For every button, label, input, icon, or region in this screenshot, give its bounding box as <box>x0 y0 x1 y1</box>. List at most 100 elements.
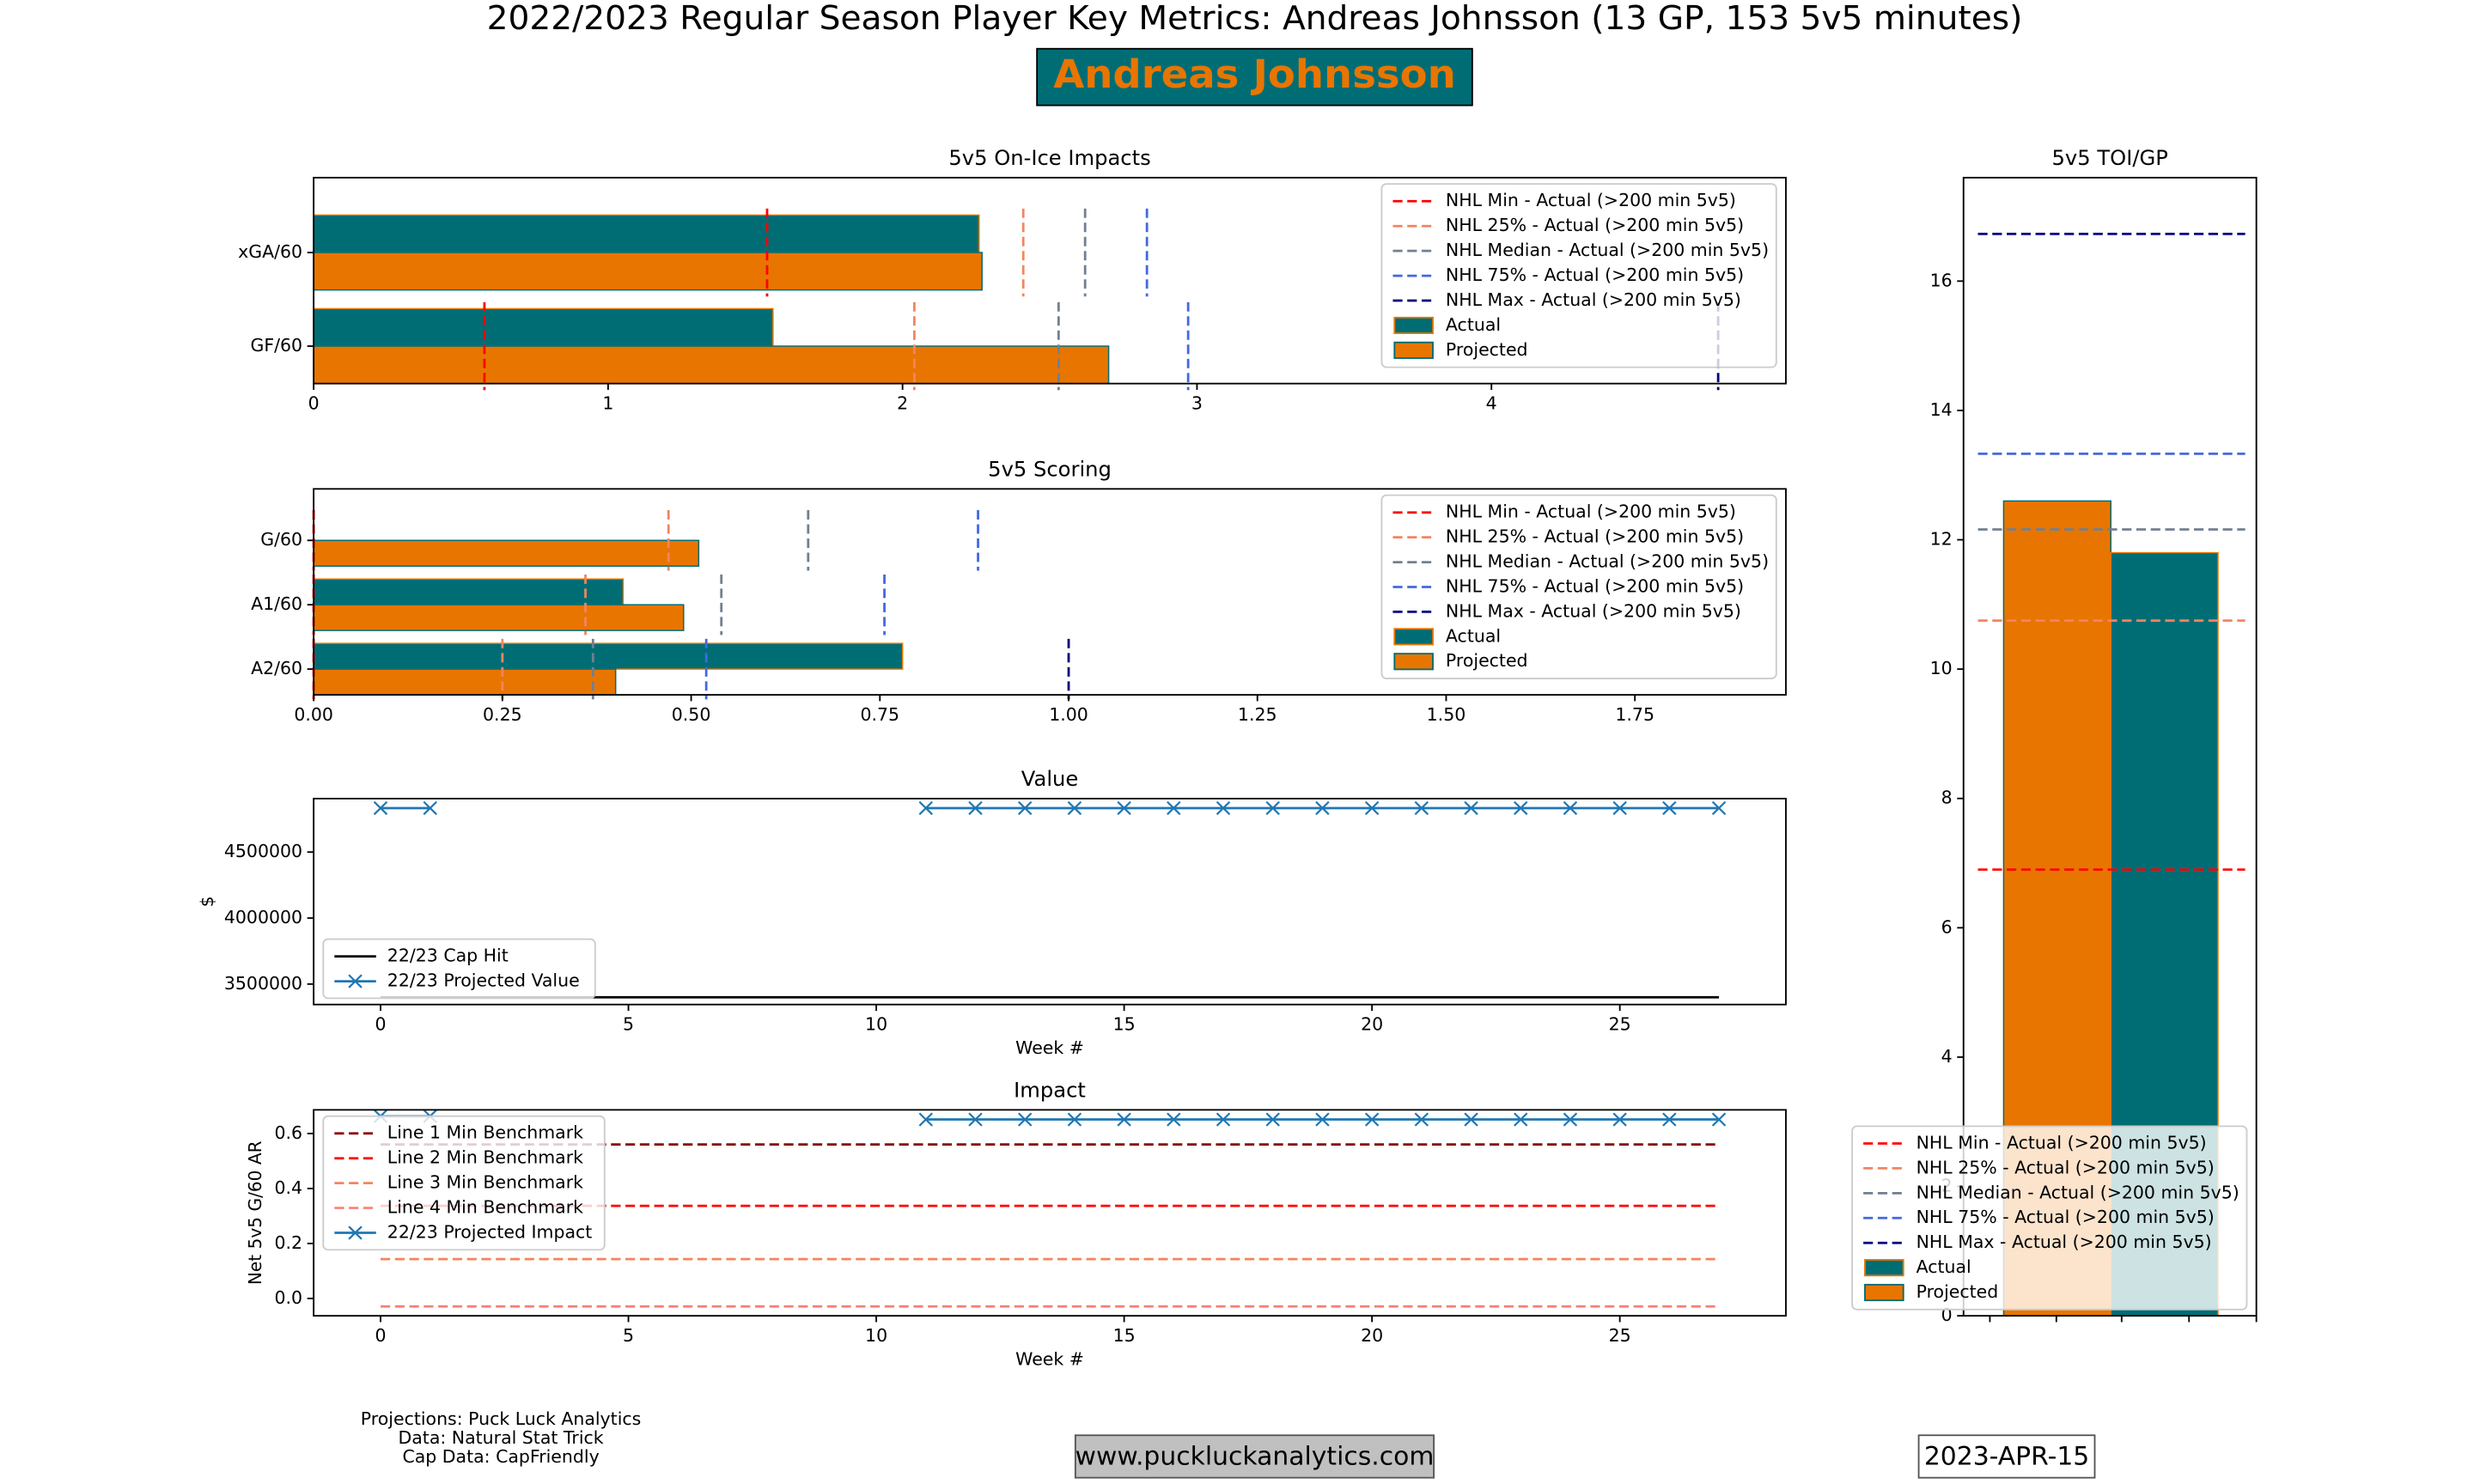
legend-label: NHL 25% - Actual (>200 min 5v5) <box>1916 1158 2215 1178</box>
legend-box <box>1851 1125 2248 1311</box>
marker <box>1017 1112 1033 1127</box>
axes-frame <box>1962 176 2258 1317</box>
legend-label: 22/23 Cap Hit <box>387 946 509 966</box>
x-tick-label: 0 <box>375 1014 387 1035</box>
y-tick-label: 4000000 <box>224 907 302 928</box>
legend-label: Line 2 Min Benchmark <box>387 1147 583 1168</box>
legend-box <box>322 1115 606 1251</box>
x-tick-label: 1.75 <box>1615 704 1654 725</box>
marker <box>1612 800 1627 816</box>
legend-marker <box>348 1226 363 1240</box>
legend-label: NHL 75% - Actual (>200 min 5v5) <box>1446 576 1744 597</box>
marker <box>1464 1112 1478 1127</box>
marker <box>1117 800 1131 816</box>
legend-swatch <box>1393 316 1434 334</box>
y-tick-label: 0.4 <box>275 1177 303 1198</box>
y-tick-label: 3500000 <box>224 973 302 994</box>
legend-label: NHL Max - Actual (>200 min 5v5) <box>1446 601 1741 622</box>
marker <box>423 800 437 816</box>
date-box <box>1917 1434 2096 1479</box>
legend-swatch <box>1864 1283 1904 1302</box>
legend-label: NHL Min - Actual (>200 min 5v5) <box>1916 1133 2207 1153</box>
y-tick-label: 0.0 <box>275 1287 303 1308</box>
chart-title: Impact <box>1014 1079 1086 1103</box>
legend-box <box>322 938 596 1000</box>
credit: Data: Natural Stat Trick <box>399 1427 604 1448</box>
player-name: Andreas Johnsson <box>1053 51 1456 97</box>
marker <box>1563 800 1578 816</box>
marker <box>1117 1112 1131 1127</box>
bar <box>313 642 904 670</box>
bar <box>313 252 983 291</box>
website-box <box>1074 1434 1435 1479</box>
x-tick-label: 1 <box>602 393 613 414</box>
y-axis-label: $ <box>197 896 217 907</box>
x-tick-label: 3 <box>1191 393 1203 414</box>
marker <box>373 800 388 816</box>
name-box <box>1036 47 1473 106</box>
legend-swatch <box>1393 628 1434 646</box>
marker <box>1711 1112 1727 1127</box>
x-tick-label: 25 <box>1609 1014 1631 1035</box>
chart-title: 5v5 On-Ice Impacts <box>948 146 1150 170</box>
marker <box>1563 1112 1578 1127</box>
legend-label: NHL Min - Actual (>200 min 5v5) <box>1446 502 1736 522</box>
marker <box>1662 800 1677 816</box>
marker <box>968 1112 983 1127</box>
y-tick-label: 10 <box>1930 658 1953 678</box>
x-tick-label: 10 <box>865 1014 887 1035</box>
legend-label: NHL 75% - Actual (>200 min 5v5) <box>1446 265 1744 285</box>
marker <box>1514 1112 1528 1127</box>
y-tick-label: 6 <box>1941 916 1953 937</box>
legend-label: NHL 25% - Actual (>200 min 5v5) <box>1446 526 1744 547</box>
bar <box>313 307 774 347</box>
figure-title: 2022/2023 Regular Season Player Key Metr… <box>487 0 2023 38</box>
marker <box>1167 1112 1181 1127</box>
marker <box>1315 1112 1330 1127</box>
marker <box>1167 800 1181 816</box>
chart-title: 5v5 Scoring <box>988 457 1112 481</box>
credit: Projections: Puck Luck Analytics <box>361 1408 642 1429</box>
legend-label: NHL 25% - Actual (>200 min 5v5) <box>1446 215 1744 235</box>
marker <box>1265 800 1280 816</box>
credit: Cap Data: CapFriendly <box>402 1446 599 1467</box>
x-axis-label: Week # <box>1015 1349 1084 1370</box>
legend-box <box>1380 494 1777 679</box>
axes-frame <box>313 176 1787 385</box>
bar <box>313 539 700 567</box>
marker <box>1216 1112 1231 1127</box>
x-tick-label: 1.50 <box>1427 704 1466 725</box>
axes-frame <box>313 1109 1787 1317</box>
y-tick-label: GF/60 <box>250 335 302 356</box>
marker <box>1414 800 1429 816</box>
marker <box>918 800 934 816</box>
bar <box>313 668 617 696</box>
legend-swatch <box>1393 653 1434 671</box>
x-tick-label: 10 <box>865 1325 887 1346</box>
x-tick-label: 1.25 <box>1238 704 1277 725</box>
marker <box>1364 1112 1380 1127</box>
y-tick-label: 4500000 <box>224 841 302 861</box>
legend-label: NHL Max - Actual (>200 min 5v5) <box>1446 289 1741 310</box>
marker <box>1216 800 1231 816</box>
x-tick-label: 2 <box>897 393 908 414</box>
marker <box>1017 800 1033 816</box>
x-tick-label: 20 <box>1361 1014 1383 1035</box>
legend-label: NHL Min - Actual (>200 min 5v5) <box>1446 190 1736 210</box>
marker <box>1067 800 1082 816</box>
legend-box <box>1380 183 1777 368</box>
legend-label: Line 4 Min Benchmark <box>387 1197 583 1218</box>
x-tick-label: 0.00 <box>294 704 333 725</box>
marker <box>1464 800 1478 816</box>
legend-label: NHL 75% - Actual (>200 min 5v5) <box>1916 1207 2215 1227</box>
date: 2023-APR-15 <box>1924 1442 2089 1471</box>
y-tick-label: 14 <box>1930 399 1953 420</box>
x-tick-label: 0.50 <box>672 704 711 725</box>
legend-label: Actual <box>1446 625 1501 646</box>
x-tick-label: 5 <box>623 1014 634 1035</box>
legend-label: Actual <box>1916 1256 1971 1277</box>
x-tick-label: 0.25 <box>483 704 522 725</box>
legend-label: NHL Median - Actual (>200 min 5v5) <box>1446 240 1769 260</box>
axes-frame <box>313 797 1787 1006</box>
